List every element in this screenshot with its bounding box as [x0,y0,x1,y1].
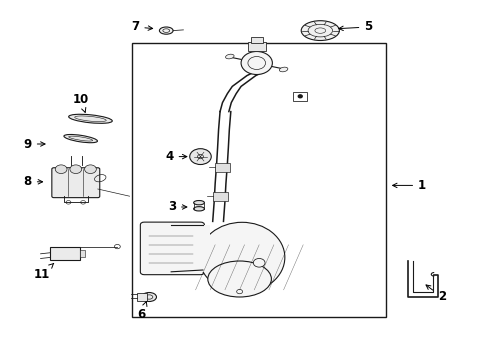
Circle shape [55,165,67,174]
Ellipse shape [193,201,204,205]
Circle shape [84,165,96,174]
Bar [171,225,210,272]
Ellipse shape [64,135,97,143]
Bar [250,37,262,43]
Circle shape [189,149,211,165]
Ellipse shape [159,27,173,34]
Ellipse shape [68,114,112,123]
FancyBboxPatch shape [140,222,204,275]
Text: 7: 7 [131,21,152,33]
Ellipse shape [279,67,287,72]
Text: 1: 1 [392,179,426,192]
Bar [215,163,229,172]
Bar [247,42,265,51]
Ellipse shape [199,222,284,292]
Text: 5: 5 [338,21,372,33]
FancyBboxPatch shape [52,168,100,198]
Text: 3: 3 [167,201,186,213]
Ellipse shape [207,261,271,297]
Circle shape [253,258,264,267]
Text: 6: 6 [138,302,146,321]
Text: 9: 9 [23,138,45,150]
Ellipse shape [193,207,204,211]
Bar [293,92,306,101]
FancyBboxPatch shape [50,247,80,260]
Ellipse shape [301,21,339,40]
Text: 10: 10 [72,93,89,112]
Bar [137,293,146,301]
Text: 2: 2 [425,285,445,303]
Circle shape [298,95,302,98]
Bar [80,250,84,257]
Circle shape [70,165,81,174]
Bar [132,43,386,317]
Bar [213,192,228,201]
Circle shape [241,51,272,75]
Text: 8: 8 [23,175,42,188]
Text: 4: 4 [165,150,186,163]
Ellipse shape [142,292,156,302]
Ellipse shape [225,54,234,59]
Text: 11: 11 [33,264,54,281]
